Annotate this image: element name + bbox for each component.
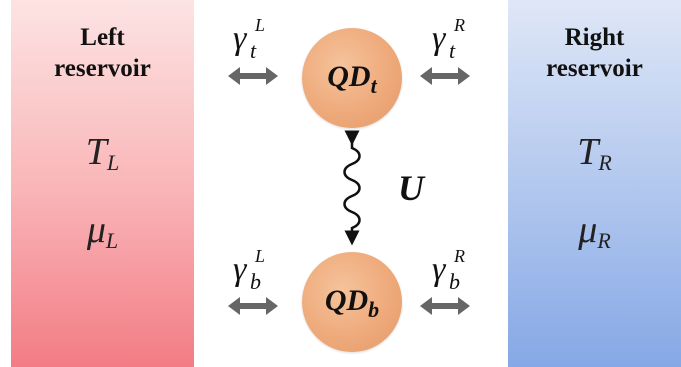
arrow-top-left xyxy=(228,67,278,85)
arrow-bottom-left xyxy=(228,297,278,315)
right-chemical-potential: μR xyxy=(578,209,611,253)
coupling-bottom-left: γ L b xyxy=(233,246,266,294)
arrow-bottom-right xyxy=(420,297,470,315)
arrow-top-right xyxy=(420,67,470,85)
coupling-top-right: γ R t xyxy=(432,15,465,63)
left-chemical-potential: μL xyxy=(86,209,119,253)
quantum-dot-top-label: QDt xyxy=(327,60,377,98)
quantum-dot-bottom-label: QDb xyxy=(324,284,380,322)
interaction-label: U xyxy=(398,168,424,208)
left-reservoir-title: Left reservoir xyxy=(54,24,151,82)
right-reservoir: Right reservoir TR μR xyxy=(508,0,681,367)
left-reservoir: Left reservoir TL μL xyxy=(11,0,194,367)
coupling-top-left: γ L t xyxy=(233,15,266,63)
quantum-dot-bottom: QDb xyxy=(302,252,402,352)
quantum-dot-top: QDt xyxy=(302,28,402,128)
interaction-wavy-line xyxy=(343,130,361,246)
left-temperature: TL xyxy=(85,131,120,175)
coupling-bottom-right: γ R b xyxy=(432,246,465,294)
right-temperature: TR xyxy=(577,131,612,175)
right-reservoir-title: Right reservoir xyxy=(546,24,643,82)
